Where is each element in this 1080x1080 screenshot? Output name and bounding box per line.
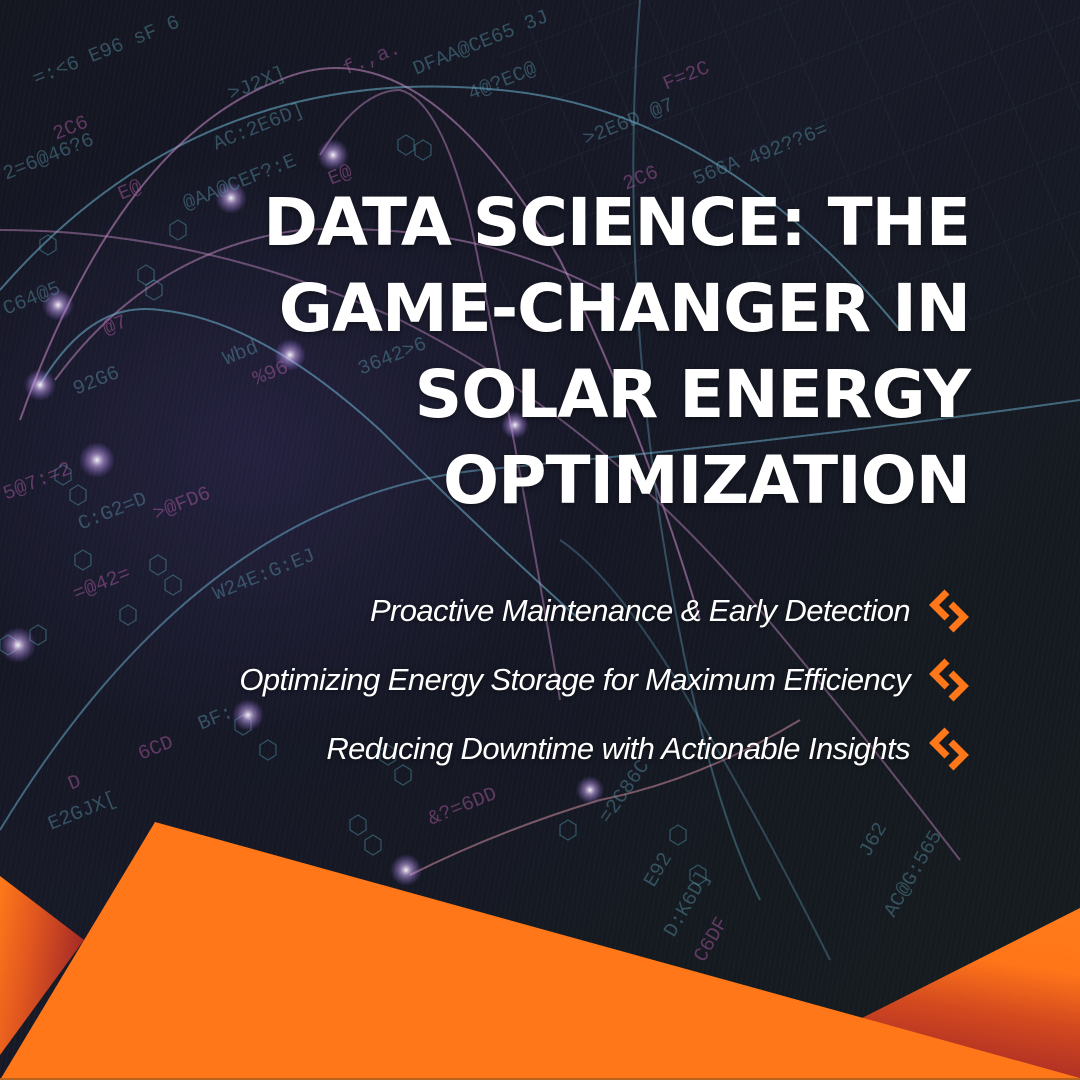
headline-line-1: DATA SCIENCE: THE — [263, 184, 971, 261]
headline: DATA SCIENCE: THE GAME-CHANGER IN SOLAR … — [263, 180, 971, 524]
benefit-item: Reducing Downtime with Actionable Insigh… — [239, 724, 972, 774]
orange-chevron-s-icon — [929, 589, 969, 633]
benefit-label: Proactive Maintenance & Early Detection — [369, 593, 911, 628]
headline-line-2: GAME-CHANGER IN — [278, 270, 971, 347]
benefits-list: Proactive Maintenance & Early Detection … — [239, 586, 972, 793]
headline-line-4: OPTIMIZATION — [442, 442, 971, 519]
right-shadow-shape — [858, 908, 1080, 1078]
main-orange-shape — [0, 822, 1080, 1080]
orange-chevron-s-icon — [929, 727, 969, 771]
orange-chevron-s-icon — [929, 658, 969, 702]
benefit-label: Reducing Downtime with Actionable Insigh… — [326, 731, 910, 766]
headline-line-3: SOLAR ENERGY — [414, 356, 971, 433]
benefit-item: Proactive Maintenance & Early Detection — [239, 586, 972, 636]
left-shadow-shape — [0, 876, 84, 1055]
benefit-label: Optimizing Energy Storage for Maximum Ef… — [239, 662, 910, 697]
benefit-item: Optimizing Energy Storage for Maximum Ef… — [239, 655, 972, 705]
